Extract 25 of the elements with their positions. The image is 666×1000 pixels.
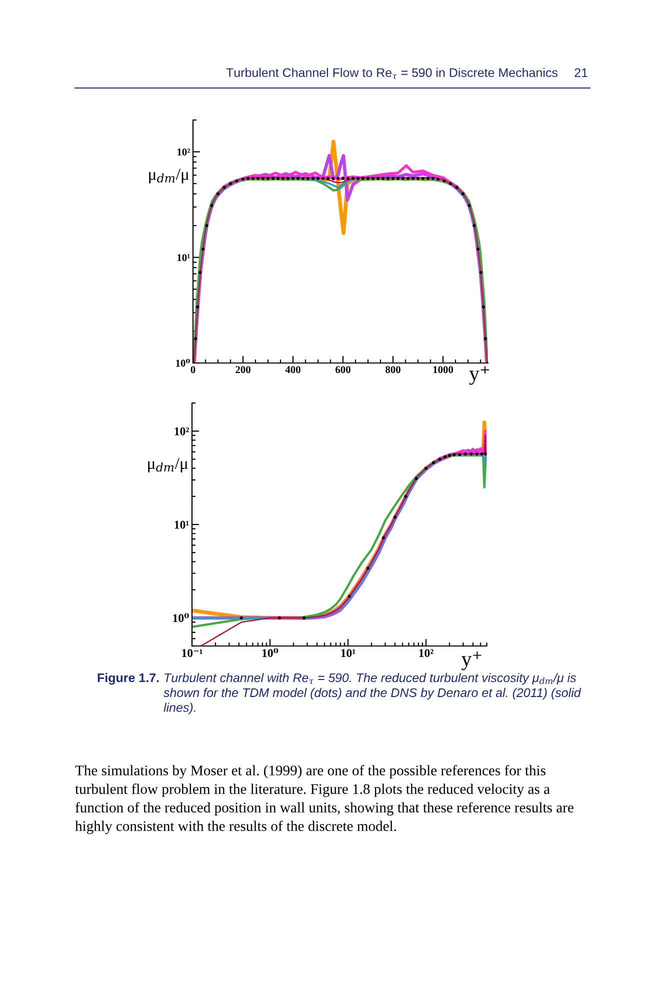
y-tick-label: 10² [178,148,190,156]
y-axis-title: μ$_{dm}$/μ [148,458,188,472]
text: 21 [574,68,588,77]
x-axis-title: y⁺ [462,652,482,670]
x-tick-label: 10⁻¹ [182,649,202,658]
x-tick-label: 400 [285,366,300,374]
y-tick-label: 10¹ [178,254,190,262]
x-tick-label: 10⁰ [262,648,278,658]
y-tick-label: 10¹ [174,520,189,529]
x-tick-label: 200 [236,366,250,374]
x-tick-label: 10² [419,649,434,658]
y-tick-label: 10⁰ [176,358,190,367]
x-tick-label: 800 [386,366,400,374]
x-tick-label: 0 [190,366,196,374]
y-axis-title: μ$_{dm}$/μ [149,168,189,184]
x-tick-label: 1000 [433,366,454,374]
text: Turbulent Channel Flow to Re$_{τ}$ = 590 in Discrete Mechanics [226,68,558,79]
text: Turbulent channel with Re$_{τ}$ = 590. The reduced turbulent viscosity μ$_{dm}$/μ is shown for the TDM model (dots) and the DNS by Denaro et al. (2011) (solid lines). [164,673,582,714]
text: The simulations by Moser et al. (1999) are one of the possible references for this turbulent flow problem in the literature. Figure 1.8 plots the reduced velocity as a function of the reduced position in wall units, showing that these reference results are highly consistent with the results of the discrete model. [75,765,574,834]
x-tick-label: 600 [336,366,350,374]
x-tick-label: 10¹ [341,649,356,658]
caption: Figure 1.7. [98,673,159,685]
y-tick-label: 10² [174,427,189,436]
y-tick-label: 10⁰ [173,613,189,622]
x-axis-title: y⁺ [469,366,490,385]
